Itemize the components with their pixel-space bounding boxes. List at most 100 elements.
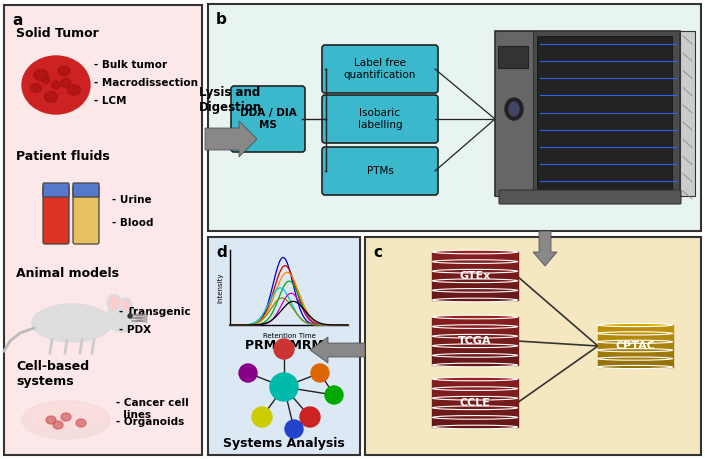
Ellipse shape bbox=[432, 415, 517, 419]
Ellipse shape bbox=[27, 403, 105, 429]
Polygon shape bbox=[598, 325, 673, 333]
Text: Retention Time: Retention Time bbox=[262, 333, 315, 339]
FancyBboxPatch shape bbox=[208, 4, 701, 231]
Ellipse shape bbox=[509, 102, 519, 116]
Ellipse shape bbox=[120, 298, 132, 312]
Ellipse shape bbox=[432, 260, 517, 263]
Ellipse shape bbox=[32, 304, 112, 342]
Ellipse shape bbox=[285, 420, 303, 438]
Ellipse shape bbox=[123, 300, 130, 310]
FancyBboxPatch shape bbox=[365, 237, 701, 455]
Ellipse shape bbox=[300, 407, 320, 427]
FancyBboxPatch shape bbox=[208, 237, 360, 455]
FancyBboxPatch shape bbox=[43, 183, 69, 197]
FancyBboxPatch shape bbox=[495, 31, 680, 196]
Ellipse shape bbox=[432, 279, 517, 283]
Ellipse shape bbox=[44, 91, 58, 102]
FancyBboxPatch shape bbox=[4, 5, 202, 455]
FancyBboxPatch shape bbox=[322, 95, 438, 143]
Text: - Blood: - Blood bbox=[112, 218, 154, 228]
FancyBboxPatch shape bbox=[73, 183, 99, 197]
Polygon shape bbox=[432, 408, 517, 417]
Text: PRM / MRM: PRM / MRM bbox=[245, 339, 324, 352]
Ellipse shape bbox=[432, 363, 517, 367]
FancyArrow shape bbox=[533, 231, 557, 266]
Text: - LCM: - LCM bbox=[94, 96, 126, 106]
Text: Systems Analysis: Systems Analysis bbox=[223, 437, 345, 450]
Ellipse shape bbox=[61, 78, 71, 88]
FancyBboxPatch shape bbox=[495, 31, 533, 196]
Polygon shape bbox=[432, 389, 517, 398]
Ellipse shape bbox=[598, 357, 673, 360]
Ellipse shape bbox=[311, 364, 329, 382]
Text: a: a bbox=[12, 13, 23, 28]
Ellipse shape bbox=[432, 250, 517, 254]
Text: - Transgenic: - Transgenic bbox=[119, 307, 190, 317]
Polygon shape bbox=[598, 342, 673, 350]
Ellipse shape bbox=[432, 315, 517, 319]
Polygon shape bbox=[598, 358, 673, 367]
Text: Patient fluids: Patient fluids bbox=[16, 150, 110, 163]
Text: Lysis and
Digestion: Lysis and Digestion bbox=[198, 86, 262, 114]
Ellipse shape bbox=[432, 377, 517, 381]
Ellipse shape bbox=[598, 332, 673, 335]
Polygon shape bbox=[432, 336, 517, 346]
Ellipse shape bbox=[432, 406, 517, 409]
Ellipse shape bbox=[270, 373, 298, 401]
Ellipse shape bbox=[252, 407, 272, 427]
Text: b: b bbox=[216, 12, 227, 27]
Text: TCGA: TCGA bbox=[458, 336, 492, 346]
Ellipse shape bbox=[598, 324, 673, 327]
FancyBboxPatch shape bbox=[499, 190, 681, 204]
Text: - PDX: - PDX bbox=[119, 325, 151, 335]
Ellipse shape bbox=[68, 85, 80, 95]
Text: Solid Tumor: Solid Tumor bbox=[16, 27, 99, 40]
Ellipse shape bbox=[325, 386, 343, 404]
Polygon shape bbox=[432, 398, 517, 408]
Text: Label free
quantification: Label free quantification bbox=[344, 58, 416, 80]
Text: CPTAC: CPTAC bbox=[615, 341, 655, 351]
Ellipse shape bbox=[42, 77, 50, 84]
FancyBboxPatch shape bbox=[322, 147, 438, 195]
Ellipse shape bbox=[22, 401, 110, 439]
Polygon shape bbox=[432, 327, 517, 336]
Polygon shape bbox=[432, 317, 517, 327]
Polygon shape bbox=[432, 262, 517, 271]
Ellipse shape bbox=[46, 416, 56, 424]
Ellipse shape bbox=[128, 314, 132, 318]
Text: PTMs: PTMs bbox=[367, 166, 393, 176]
Ellipse shape bbox=[505, 98, 523, 120]
Polygon shape bbox=[432, 379, 517, 389]
FancyBboxPatch shape bbox=[73, 185, 99, 244]
Ellipse shape bbox=[432, 298, 517, 302]
Ellipse shape bbox=[58, 66, 70, 76]
Ellipse shape bbox=[432, 269, 517, 273]
Ellipse shape bbox=[432, 353, 517, 357]
Ellipse shape bbox=[598, 348, 673, 352]
Ellipse shape bbox=[432, 325, 517, 329]
Text: Animal models: Animal models bbox=[16, 267, 119, 280]
Text: Cell-based
systems: Cell-based systems bbox=[16, 360, 89, 388]
Text: - Bulk tumor: - Bulk tumor bbox=[94, 60, 167, 70]
Ellipse shape bbox=[136, 315, 142, 320]
Ellipse shape bbox=[598, 365, 673, 369]
FancyBboxPatch shape bbox=[231, 86, 305, 152]
Ellipse shape bbox=[432, 387, 517, 391]
Ellipse shape bbox=[432, 289, 517, 292]
Ellipse shape bbox=[22, 56, 90, 114]
Text: - Macrodissection: - Macrodissection bbox=[94, 78, 198, 88]
Ellipse shape bbox=[239, 364, 257, 382]
Text: - Cancer cell
  lines: - Cancer cell lines bbox=[116, 398, 189, 420]
Text: GTEx: GTEx bbox=[460, 271, 491, 281]
Ellipse shape bbox=[432, 397, 517, 400]
Text: Intensity: Intensity bbox=[217, 273, 223, 303]
Text: DDA / DIA
MS: DDA / DIA MS bbox=[240, 108, 296, 130]
Polygon shape bbox=[432, 291, 517, 300]
Polygon shape bbox=[432, 281, 517, 291]
Text: - Urine: - Urine bbox=[112, 195, 152, 205]
Ellipse shape bbox=[51, 81, 61, 89]
Ellipse shape bbox=[109, 297, 118, 309]
Polygon shape bbox=[432, 355, 517, 365]
Ellipse shape bbox=[107, 295, 121, 312]
Ellipse shape bbox=[34, 69, 48, 80]
